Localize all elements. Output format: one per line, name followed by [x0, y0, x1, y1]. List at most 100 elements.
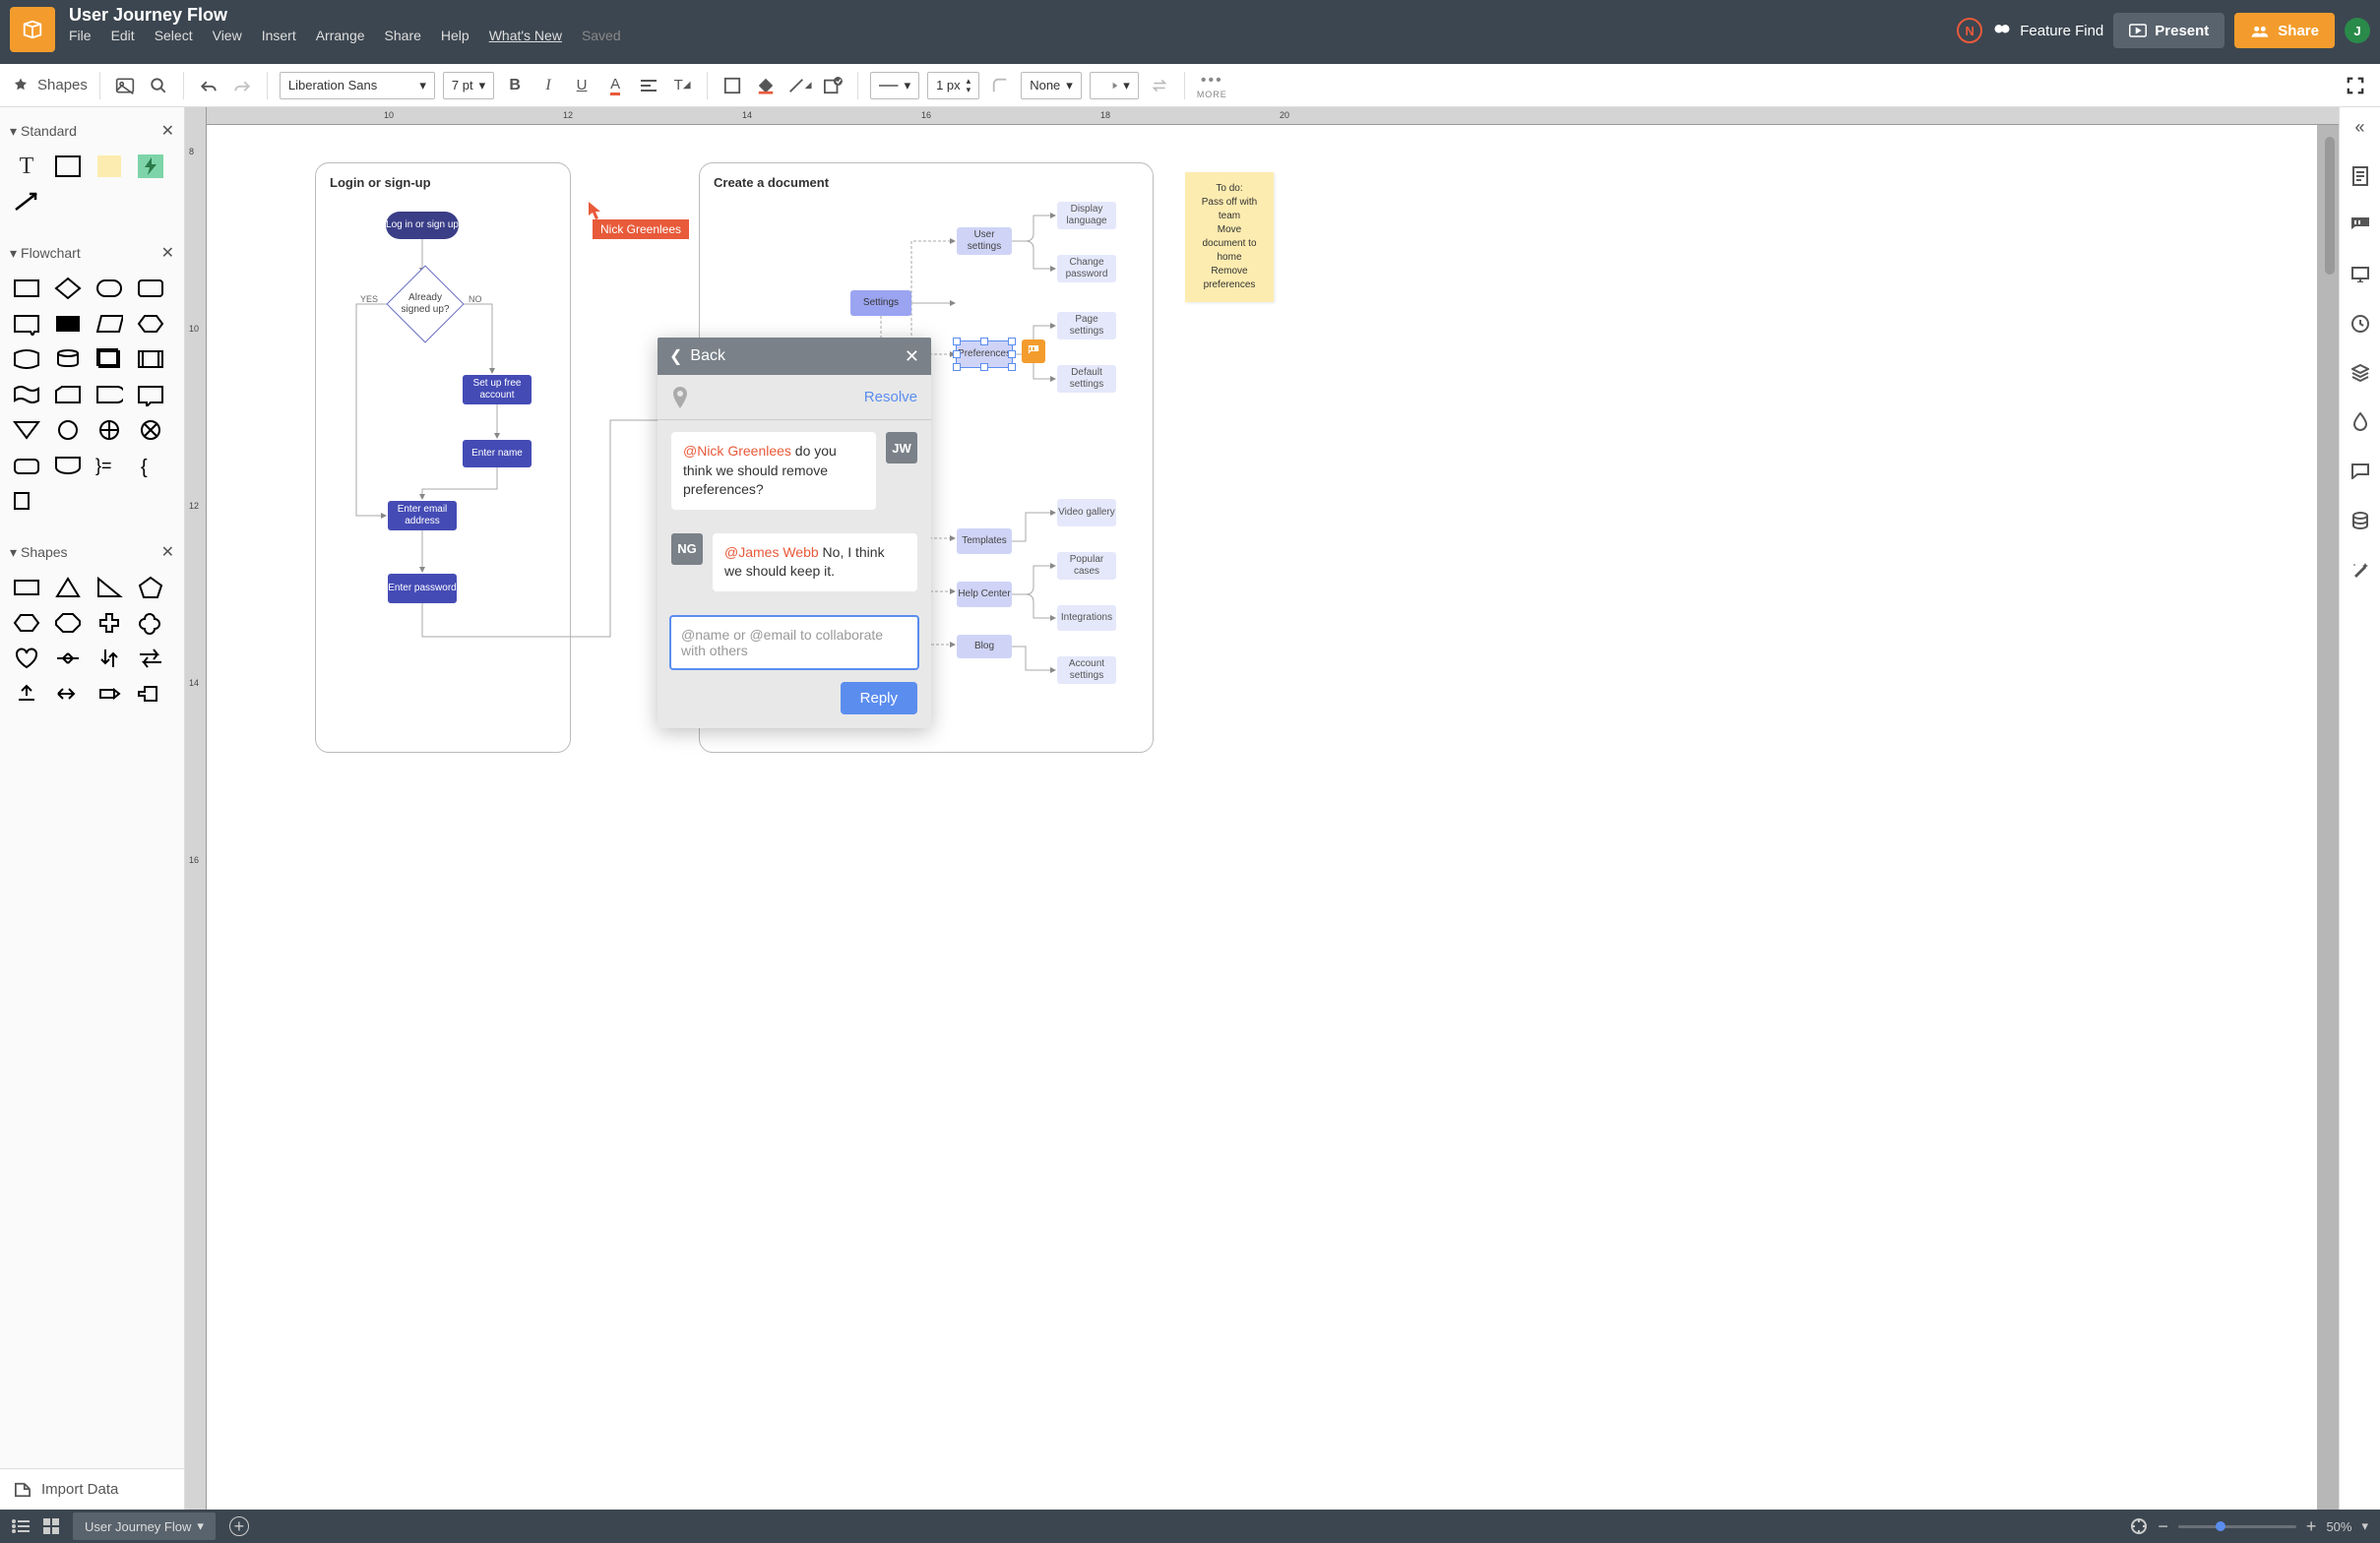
node-templates[interactable]: Templates — [957, 528, 1012, 554]
sticky-note[interactable]: To do:Pass off with teamMove document to… — [1185, 172, 1274, 302]
shape-text[interactable]: T — [10, 153, 43, 180]
collapse-icon[interactable]: « — [2350, 117, 2370, 137]
node-cases[interactable]: Popular cases — [1057, 552, 1116, 580]
shape-arrow[interactable] — [10, 188, 43, 216]
flowchart-shape[interactable]: { — [134, 452, 167, 479]
selection-handle[interactable] — [1008, 338, 1016, 345]
basic-shape[interactable] — [134, 609, 167, 637]
menu-insert[interactable]: Insert — [262, 28, 296, 43]
flowchart-shape[interactable] — [10, 416, 43, 444]
node-accs[interactable]: Account settings — [1057, 656, 1116, 684]
selection-handle[interactable] — [1008, 363, 1016, 371]
magic-icon[interactable] — [2350, 560, 2370, 580]
comment-dock-icon[interactable] — [2350, 216, 2370, 235]
node-free[interactable]: Set up free account — [463, 375, 532, 404]
node-settings[interactable]: Settings — [850, 290, 911, 316]
flowchart-shape[interactable] — [51, 381, 85, 408]
menu-edit[interactable]: Edit — [111, 28, 135, 43]
basic-shape[interactable] — [134, 574, 167, 601]
linefill-select[interactable]: None▾ — [1021, 72, 1082, 99]
back-icon[interactable]: ❮ — [669, 346, 682, 366]
flowchart-shape[interactable] — [134, 416, 167, 444]
resolve-link[interactable]: Resolve — [864, 389, 917, 405]
flowchart-shape[interactable] — [10, 310, 43, 338]
page-tab[interactable]: User Journey Flow▾ — [73, 1512, 216, 1540]
font-select[interactable]: Liberation Sans▾ — [280, 72, 435, 99]
section-shapes[interactable]: ▾Shapes ✕ — [10, 536, 174, 568]
basic-shape[interactable] — [51, 645, 85, 672]
flowchart-shape[interactable] — [51, 275, 85, 302]
linestyle-select[interactable]: ▾ — [870, 72, 919, 99]
bold-icon[interactable]: B — [502, 73, 528, 98]
flowchart-shape[interactable] — [93, 416, 126, 444]
flowchart-shape[interactable] — [93, 381, 126, 408]
zoom-dropdown-icon[interactable]: ▾ — [2361, 1518, 2368, 1534]
back-label[interactable]: Back — [690, 347, 725, 365]
basic-shape[interactable] — [93, 574, 126, 601]
flowchart-shape[interactable] — [51, 345, 85, 373]
linewidth-select[interactable]: 1 px▴▾ — [927, 72, 979, 99]
flowchart-shape[interactable]: }= — [93, 452, 126, 479]
basic-shape[interactable] — [51, 609, 85, 637]
menu-arrange[interactable]: Arrange — [316, 28, 365, 43]
flowchart-shape[interactable] — [134, 381, 167, 408]
flowchart-shape[interactable] — [93, 310, 126, 338]
share-button[interactable]: Share — [2234, 13, 2335, 48]
shapeopts-icon[interactable] — [820, 73, 846, 98]
close-icon[interactable]: ✕ — [905, 346, 919, 367]
italic-icon[interactable]: I — [535, 73, 561, 98]
flowchart-shape[interactable] — [51, 416, 85, 444]
user-avatar[interactable]: J — [2345, 18, 2370, 43]
node-pwd[interactable]: Enter password — [388, 574, 457, 603]
undo-icon[interactable] — [196, 73, 221, 98]
present-dock-icon[interactable] — [2350, 265, 2370, 284]
comment-marker[interactable] — [1022, 339, 1045, 363]
basic-shape[interactable] — [10, 645, 43, 672]
history-icon[interactable] — [2350, 314, 2370, 334]
flowchart-shape[interactable] — [10, 487, 43, 515]
grid-view-icon[interactable] — [43, 1518, 59, 1534]
basic-shape[interactable] — [10, 680, 43, 708]
align-icon[interactable] — [636, 73, 661, 98]
menu-view[interactable]: View — [213, 28, 242, 43]
chat-icon[interactable] — [2350, 462, 2370, 481]
fill-icon[interactable] — [753, 73, 779, 98]
node-pages[interactable]: Page settings — [1057, 312, 1116, 339]
more-button[interactable]: ••• MORE — [1197, 72, 1227, 99]
scrollbar-vertical[interactable] — [2325, 137, 2335, 275]
node-usersettings[interactable]: User settings — [957, 227, 1012, 255]
flowchart-shape[interactable] — [10, 452, 43, 479]
node-displang[interactable]: Display language — [1057, 202, 1116, 229]
selection-handle[interactable] — [1008, 350, 1016, 358]
shapefill-icon[interactable] — [720, 73, 745, 98]
fullscreen-icon[interactable] — [2343, 73, 2368, 98]
selection-handle[interactable] — [953, 363, 961, 371]
flowchart-shape[interactable] — [134, 275, 167, 302]
collaborator-avatar[interactable]: N — [1957, 18, 1982, 43]
layers-icon[interactable] — [2350, 363, 2370, 383]
add-page-icon[interactable]: + — [229, 1516, 249, 1536]
basic-shape[interactable] — [10, 574, 43, 601]
zoom-value[interactable]: 50% — [2326, 1519, 2351, 1534]
comment-input[interactable]: @name or @email to collaborate with othe… — [669, 615, 919, 670]
selection-handle[interactable] — [980, 363, 988, 371]
search-icon[interactable] — [146, 73, 171, 98]
import-data-button[interactable]: Import Data — [0, 1468, 184, 1510]
node-email[interactable]: Enter email address — [388, 501, 457, 530]
basic-shape[interactable] — [93, 609, 126, 637]
menu-help[interactable]: Help — [441, 28, 470, 43]
close-icon[interactable]: ✕ — [161, 121, 174, 141]
basic-shape[interactable] — [93, 680, 126, 708]
reply-button[interactable]: Reply — [841, 682, 917, 714]
shape-box[interactable] — [51, 153, 85, 180]
doc-title[interactable]: User Journey Flow — [69, 5, 1957, 26]
container-login[interactable]: Login or sign-up — [315, 162, 571, 753]
image-icon[interactable] — [112, 73, 138, 98]
flowchart-shape[interactable] — [134, 345, 167, 373]
flowchart-shape[interactable] — [51, 310, 85, 338]
node-integ[interactable]: Integrations — [1057, 605, 1116, 631]
zoom-in-icon[interactable]: + — [2306, 1516, 2317, 1537]
shapes-toggle[interactable]: Shapes — [12, 77, 88, 94]
flowchart-shape[interactable] — [93, 345, 126, 373]
shape-bolt[interactable] — [134, 153, 167, 180]
